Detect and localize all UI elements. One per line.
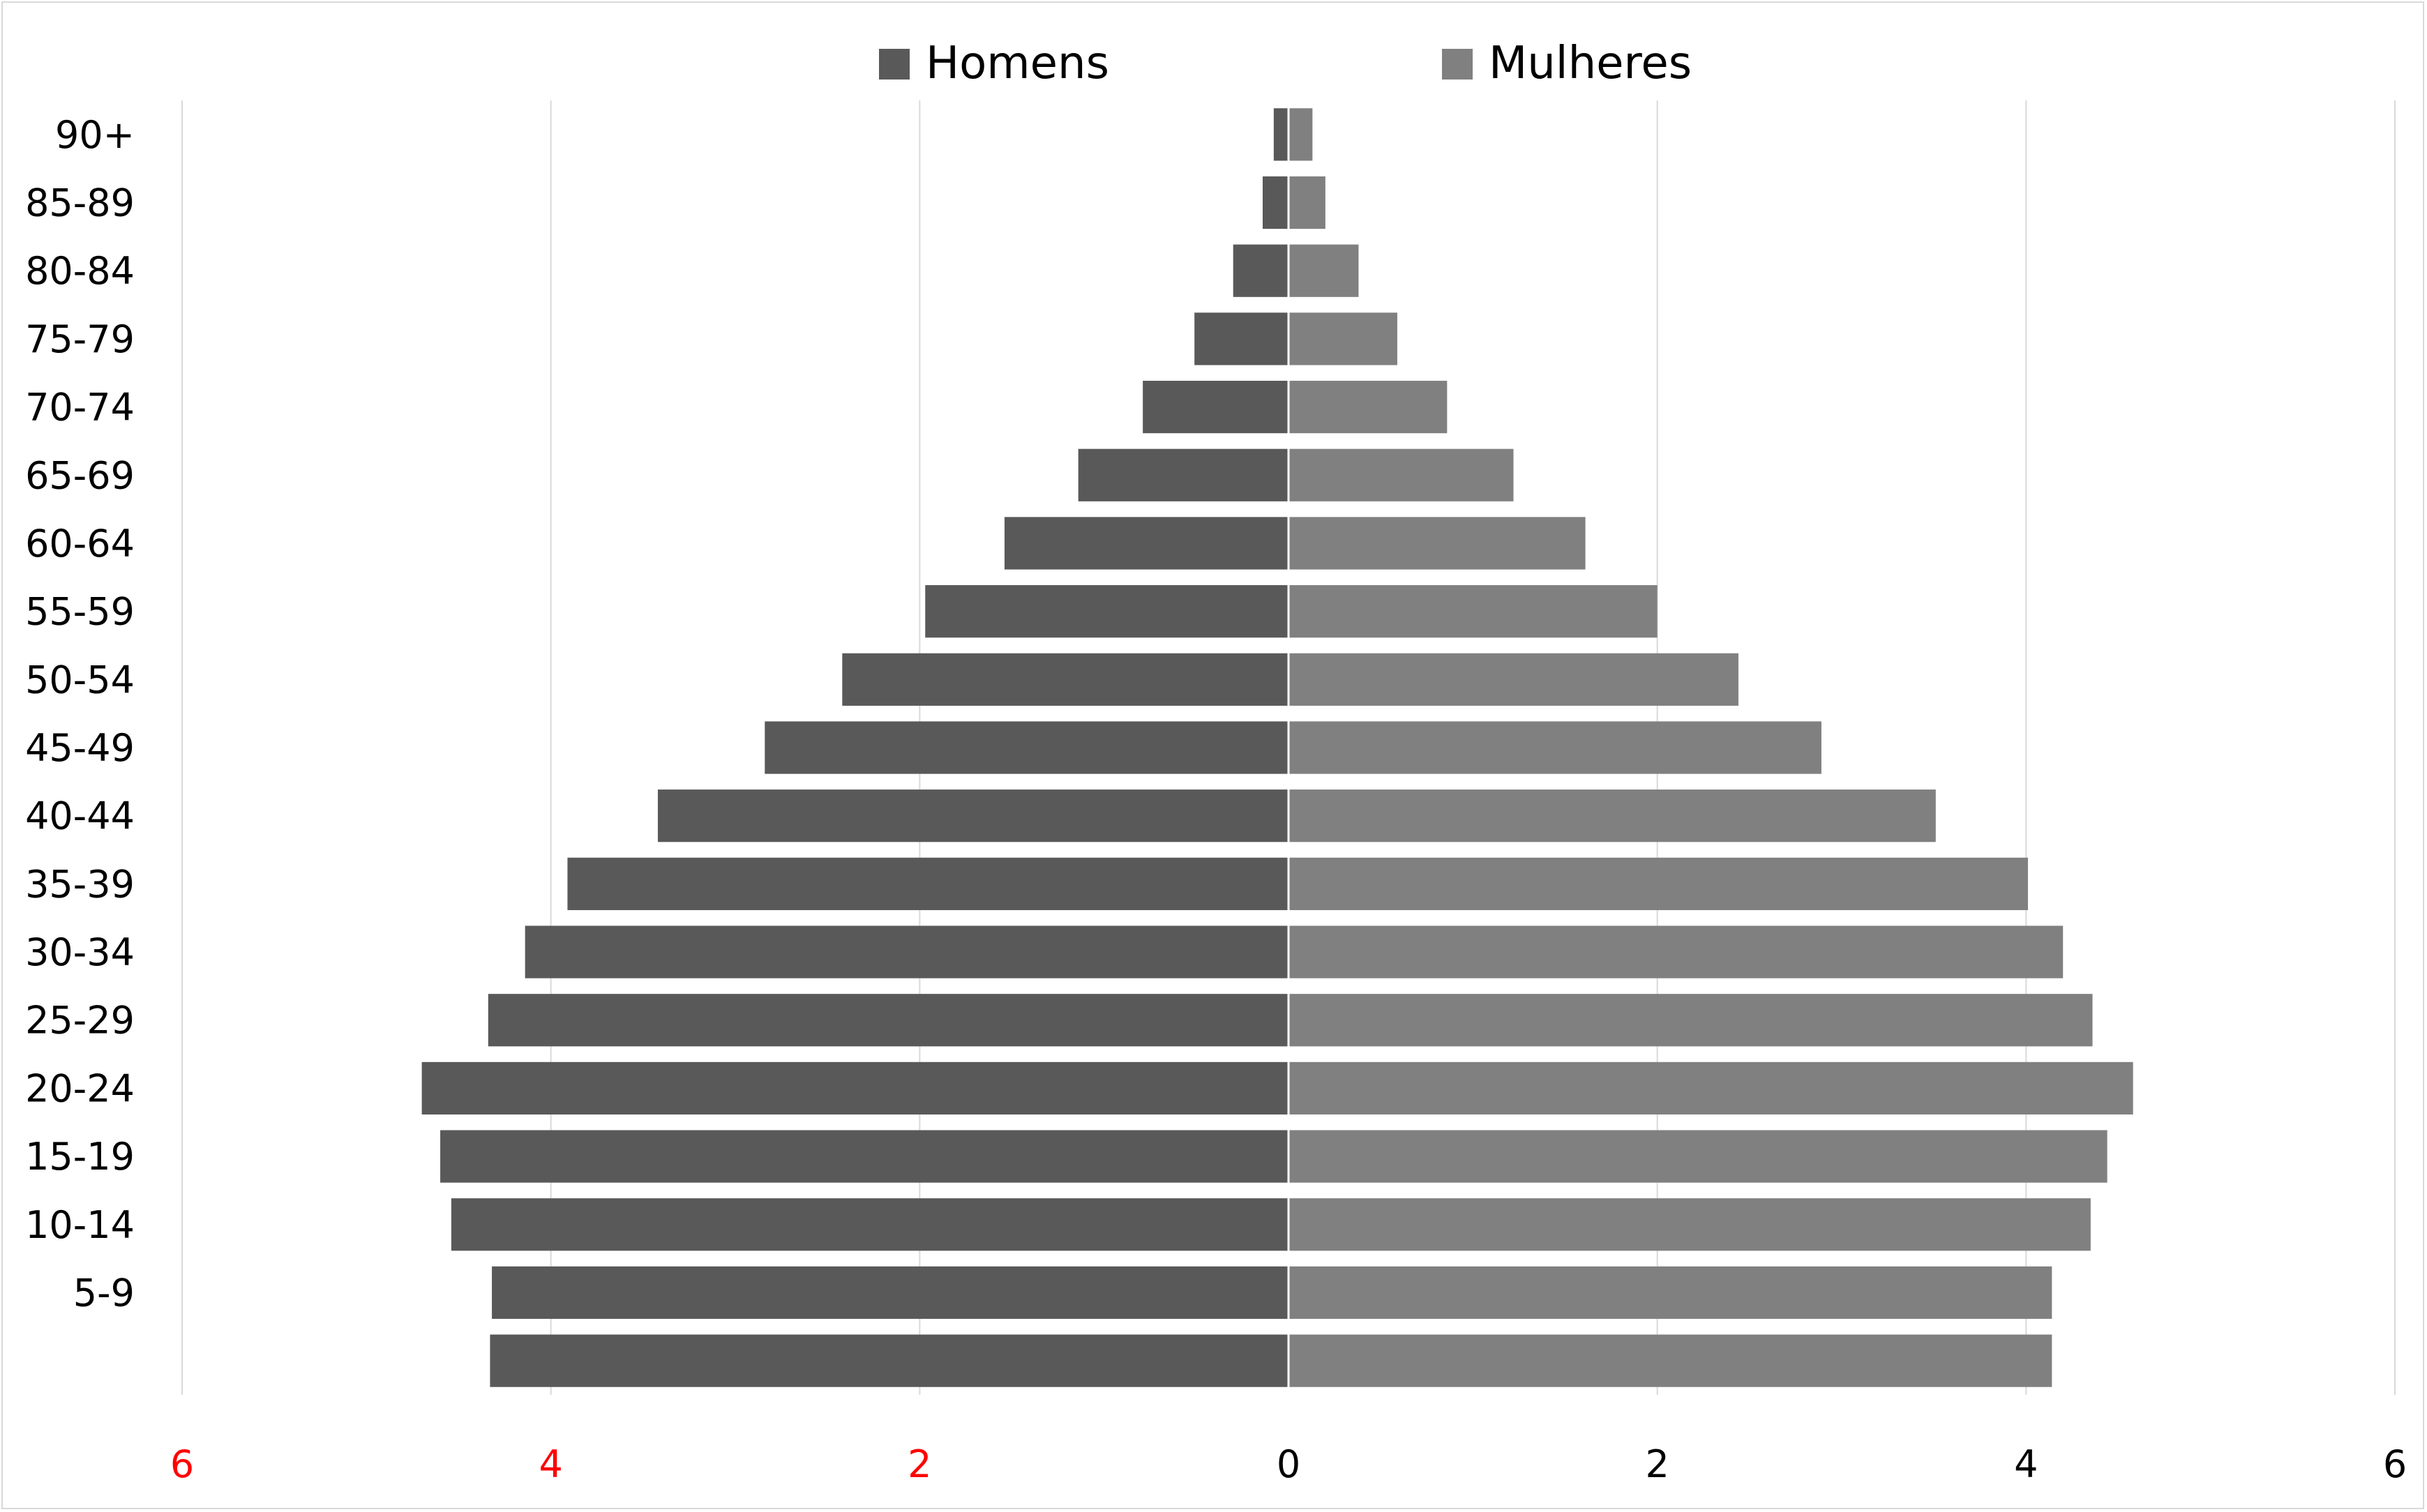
bar-homens-85-89 — [1262, 176, 1288, 229]
bar-homens-70-74 — [1143, 380, 1288, 434]
legend-swatch-homens — [879, 49, 910, 80]
y-tick-label: 80-84 — [25, 249, 135, 293]
y-axis-labels: 5-9 10-14 15-19 20-24 25-29 30-34 35-39 40-44 45… — [25, 113, 135, 1315]
bar-homens-60-64 — [1004, 517, 1288, 570]
bar-homens-45-49 — [765, 721, 1288, 774]
y-tick-label: 40-44 — [25, 794, 135, 838]
bar-mulheres-65-69 — [1288, 448, 1514, 501]
bar-mulheres-10-14 — [1288, 1198, 2091, 1251]
bar-mulheres-15-19 — [1288, 1130, 2107, 1183]
bar-homens-90+ — [1273, 108, 1288, 161]
y-tick-label: 70-74 — [25, 386, 135, 430]
legend: Homens Mulheres — [879, 38, 1692, 89]
bar-homens-20-24 — [421, 1061, 1289, 1115]
y-tick-label: 20-24 — [25, 1066, 135, 1110]
bar-mulheres-20-24 — [1288, 1061, 2133, 1115]
y-tick-label: 10-14 — [25, 1203, 135, 1247]
bar-homens-first — [490, 1334, 1288, 1387]
y-tick-label: 65-69 — [25, 453, 135, 497]
bar-homens-50-54 — [842, 653, 1288, 706]
bar-mulheres-55-59 — [1288, 585, 1658, 638]
bar-mulheres-first — [1288, 1334, 2052, 1387]
bar-mulheres-80-84 — [1288, 244, 1359, 297]
y-tick-label: 60-64 — [25, 522, 135, 566]
y-tick-label: 25-29 — [25, 999, 135, 1043]
bars — [421, 108, 2133, 1387]
x-tick-label: 4 — [2014, 1442, 2038, 1486]
y-tick-label: 90+ — [55, 113, 135, 157]
y-tick-label: 75-79 — [25, 317, 135, 361]
legend-swatch-mulheres — [1442, 49, 1473, 80]
bar-mulheres-45-49 — [1288, 721, 1821, 774]
y-tick-label: 30-34 — [25, 930, 135, 974]
x-tick-label: 6 — [170, 1442, 194, 1486]
y-tick-label: 5-9 — [73, 1271, 135, 1315]
bar-homens-65-69 — [1078, 448, 1288, 501]
bar-mulheres-25-29 — [1288, 994, 2093, 1047]
legend-label-mulheres: Mulheres — [1489, 38, 1692, 89]
x-tick-label: 2 — [1645, 1442, 1669, 1486]
bar-mulheres-35-39 — [1288, 857, 2028, 910]
x-tick-label: 0 — [1277, 1442, 1300, 1486]
y-tick-label: 55-59 — [25, 590, 135, 634]
y-tick-label: 50-54 — [25, 658, 135, 702]
bar-mulheres-90+ — [1288, 108, 1313, 161]
y-tick-label: 35-39 — [25, 862, 135, 906]
bar-mulheres-85-89 — [1288, 176, 1325, 229]
x-tick-label: 4 — [539, 1442, 562, 1486]
bar-homens-15-19 — [440, 1130, 1288, 1183]
bar-mulheres-75-79 — [1288, 312, 1397, 365]
bar-mulheres-50-54 — [1288, 653, 1738, 706]
bar-homens-30-34 — [525, 925, 1289, 978]
bar-mulheres-5-9 — [1288, 1266, 2052, 1320]
x-axis-labels: 6 4 2 0 2 4 6 — [170, 1442, 2407, 1486]
x-tick-label: 6 — [2383, 1442, 2407, 1486]
bar-mulheres-40-44 — [1288, 789, 1936, 842]
bar-homens-35-39 — [567, 857, 1288, 910]
legend-label-homens: Homens — [926, 38, 1109, 89]
y-tick-label: 45-49 — [25, 726, 135, 770]
bar-mulheres-30-34 — [1288, 925, 2064, 978]
y-tick-label: 85-89 — [25, 181, 135, 225]
bar-homens-10-14 — [451, 1198, 1288, 1251]
bar-mulheres-60-64 — [1288, 517, 1586, 570]
x-tick-label: 2 — [908, 1442, 931, 1486]
bar-homens-75-79 — [1194, 312, 1288, 365]
bar-mulheres-70-74 — [1288, 380, 1448, 434]
bar-homens-40-44 — [657, 789, 1288, 842]
bar-homens-55-59 — [925, 585, 1288, 638]
bar-homens-80-84 — [1233, 244, 1288, 297]
bar-homens-25-29 — [488, 994, 1288, 1047]
y-tick-label: 15-19 — [25, 1135, 135, 1179]
bar-homens-5-9 — [492, 1266, 1288, 1320]
